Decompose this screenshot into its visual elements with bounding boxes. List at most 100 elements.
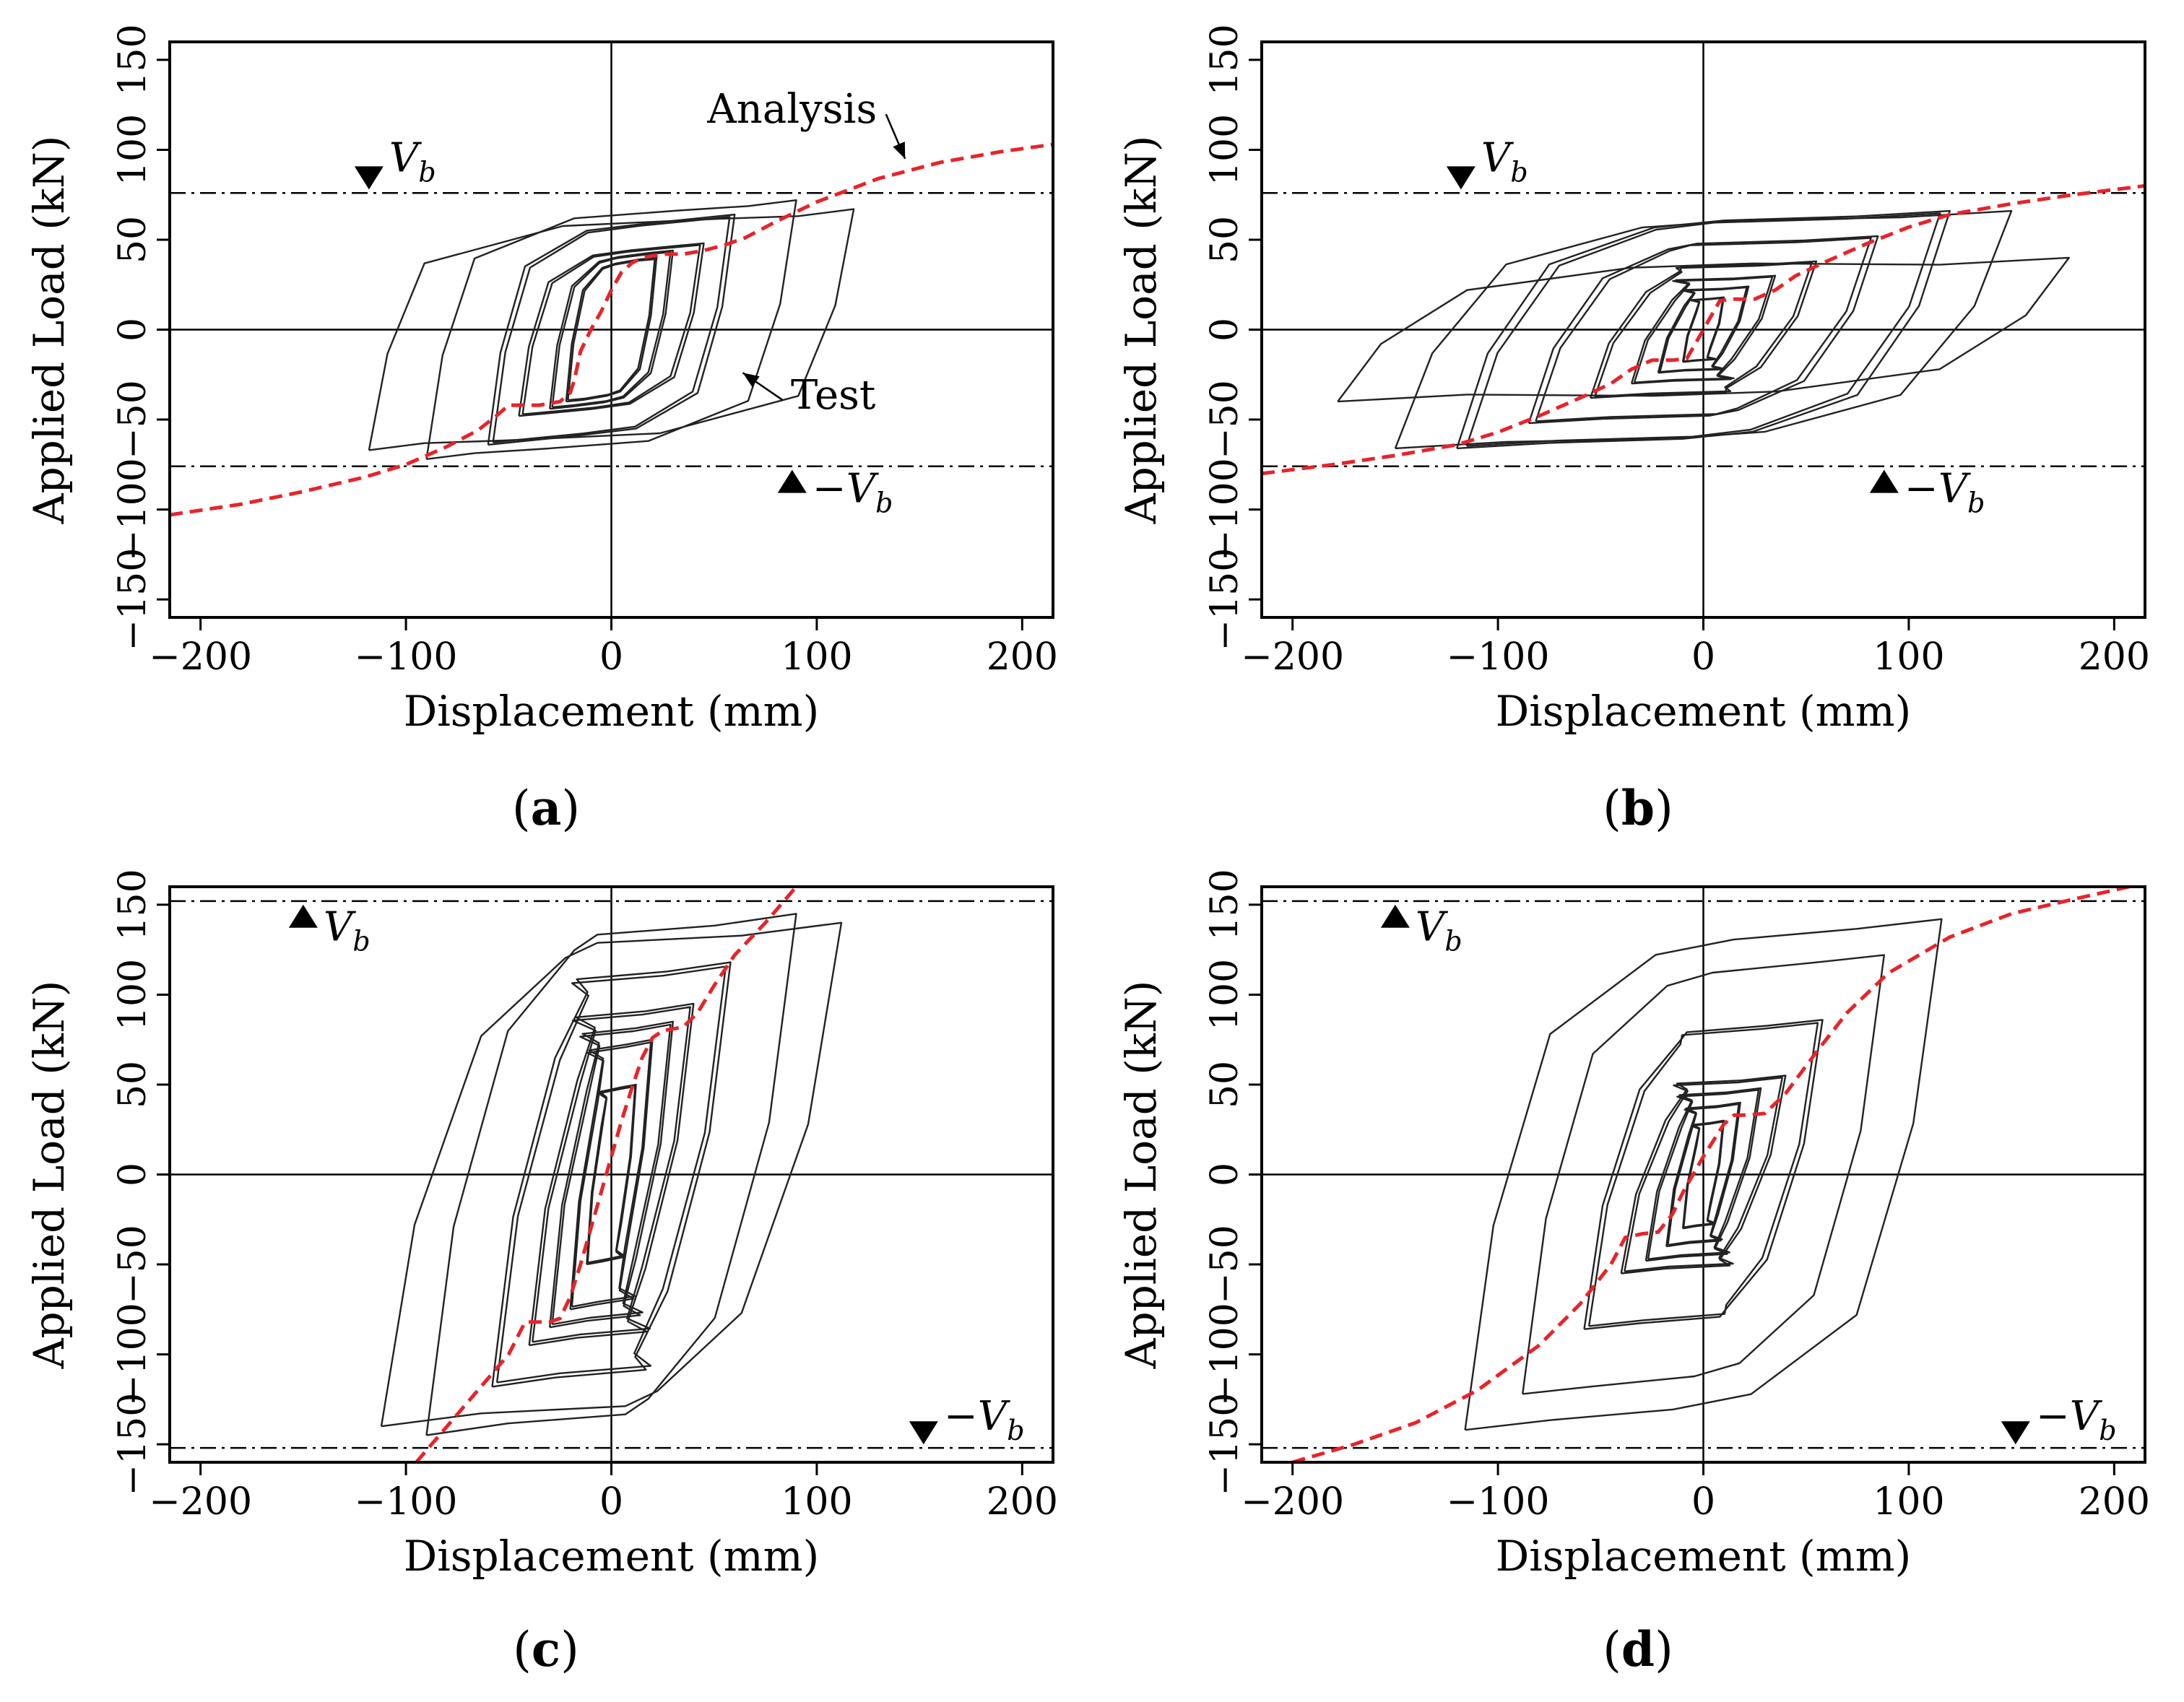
x-tick-label: −200: [149, 635, 252, 679]
y-tick-label: −150: [1203, 1393, 1247, 1496]
y-tick-label: −100: [1203, 458, 1247, 561]
vb-marker-icon: [354, 166, 384, 190]
plot-series-group: [380, 887, 843, 1462]
caption-c: (c): [513, 1621, 579, 1677]
test-loop-0-0: [565, 256, 658, 403]
x-tick-label: 200: [2079, 1480, 2150, 1524]
y-tick-label: −50: [1203, 1225, 1247, 1304]
test-loop-2-1: [1633, 276, 1774, 383]
test-loop-1-0: [1665, 1101, 1741, 1248]
neg-vb-marker-icon: [777, 469, 807, 493]
neg-vb-label: −Vb: [2036, 1393, 2117, 1446]
y-tick-label: −100: [111, 1303, 155, 1406]
x-tick-label: 200: [987, 1480, 1058, 1524]
test-loop-3-0: [528, 1002, 695, 1347]
test-loop-2-1: [1647, 1089, 1760, 1260]
y-tick-label: −100: [111, 458, 155, 561]
x-tick-label: 0: [1691, 1480, 1715, 1524]
neg-vb-label: −Vb: [812, 466, 893, 519]
test-loop-5-0: [425, 913, 797, 1436]
x-axis-label: Displacement (mm): [1496, 687, 1912, 736]
x-tick-label: 100: [781, 635, 852, 679]
x-tick-label: −100: [1447, 635, 1550, 679]
test-loop-4-1: [1535, 237, 1872, 422]
caption-a: (a): [511, 780, 581, 836]
y-tick-label: −50: [111, 380, 155, 459]
x-tick-label: 200: [987, 635, 1058, 679]
y-axis-label: Applied Load (kN): [25, 136, 74, 525]
analysis-curve: [1262, 183, 2145, 476]
annotation-test: Test: [791, 372, 876, 419]
analysis-curve: [415, 887, 798, 1462]
caption-b: (b): [1603, 780, 1673, 836]
y-axis-label: Applied Load (kN): [1117, 136, 1166, 525]
test-loop-2-1: [521, 244, 701, 415]
x-tick-label: 200: [2079, 635, 2150, 679]
test-loop-2-0: [518, 242, 705, 417]
vb-label: Vb: [389, 134, 436, 188]
neg-vb-marker-icon: [909, 1421, 938, 1445]
vb-marker-icon: [1446, 166, 1476, 190]
annotation-arrowhead-icon: [893, 142, 906, 159]
plot-series-group: [1262, 183, 2145, 476]
y-tick-label: 100: [111, 959, 155, 1030]
test-loop-4-0: [1583, 1019, 1824, 1330]
caption-d: (d): [1603, 1621, 1673, 1677]
neg-vb-label: −Vb: [944, 1393, 1025, 1446]
vb-label: Vb: [324, 904, 370, 958]
x-axis-label: Displacement (mm): [1496, 1532, 1912, 1581]
neg-vb-marker-icon: [2001, 1421, 2030, 1445]
x-tick-label: 0: [599, 1480, 623, 1524]
test-loop-2-0: [549, 1020, 674, 1329]
test-loop-1-0: [549, 249, 674, 410]
test-loop-4-1: [1587, 1022, 1819, 1327]
y-axis-label: Applied Load (kN): [1117, 981, 1166, 1370]
y-tick-label: 100: [1203, 114, 1247, 186]
y-tick-label: 150: [111, 24, 155, 95]
y-tick-label: 0: [1203, 318, 1247, 342]
y-tick-label: −50: [111, 1225, 155, 1304]
y-axis-label: Applied Load (kN): [25, 981, 74, 1370]
x-tick-label: 100: [781, 1480, 852, 1524]
annotation-analysis: Analysis: [706, 86, 877, 133]
x-tick-label: −200: [1241, 1480, 1344, 1524]
test-loop-3-1: [1624, 1077, 1783, 1272]
y-tick-label: 100: [1203, 959, 1247, 1030]
test-loop-0-1: [1683, 297, 1724, 362]
annotation-arrowhead-icon: [742, 373, 760, 388]
test-loop-1-1: [571, 1041, 652, 1308]
test-loop-3-1: [1594, 261, 1813, 398]
x-axis-label: Displacement (mm): [404, 687, 820, 736]
y-tick-label: −150: [1203, 548, 1247, 651]
x-tick-label: −200: [1241, 635, 1344, 679]
y-tick-label: 50: [111, 1061, 155, 1108]
neg-vb-marker-icon: [1869, 469, 1899, 493]
test-loop-6-0: [1394, 209, 2013, 450]
x-tick-label: −100: [1447, 1480, 1550, 1524]
plot-series-group: [1291, 887, 2138, 1462]
y-tick-label: −50: [1203, 380, 1247, 459]
test-loop-2-1: [551, 1023, 672, 1326]
test-loop-1-1: [1667, 1103, 1740, 1246]
vb-label: Vb: [1416, 904, 1462, 958]
test-loop-2-0: [1644, 1087, 1762, 1262]
plot-series-group: [170, 142, 1053, 517]
y-tick-label: 100: [111, 114, 155, 186]
neg-vb-label: −Vb: [1904, 466, 1985, 519]
chart-panel-b: −200 −100 0 100 200−150−100−50050100150Displ…: [1117, 24, 2150, 736]
test-loop-0-1: [567, 258, 656, 401]
y-tick-label: −150: [111, 1393, 155, 1496]
x-tick-label: 0: [599, 635, 623, 679]
test-loop-5-0: [368, 208, 855, 451]
y-tick-label: 150: [1203, 869, 1247, 940]
vb-marker-icon: [288, 904, 318, 928]
y-tick-label: 150: [111, 869, 155, 940]
test-loop-1-1: [551, 251, 672, 409]
test-loop-3-0: [1620, 1074, 1787, 1275]
test-loop-4-0: [425, 199, 797, 460]
y-tick-label: 50: [1203, 1061, 1247, 1108]
chart-panel-d: −200 −100 0 100 200−150−100−50050100150Displ…: [1117, 869, 2150, 1581]
test-loop-5-0: [1522, 954, 1885, 1395]
y-tick-label: −150: [111, 548, 155, 651]
x-tick-label: −200: [149, 1480, 252, 1524]
